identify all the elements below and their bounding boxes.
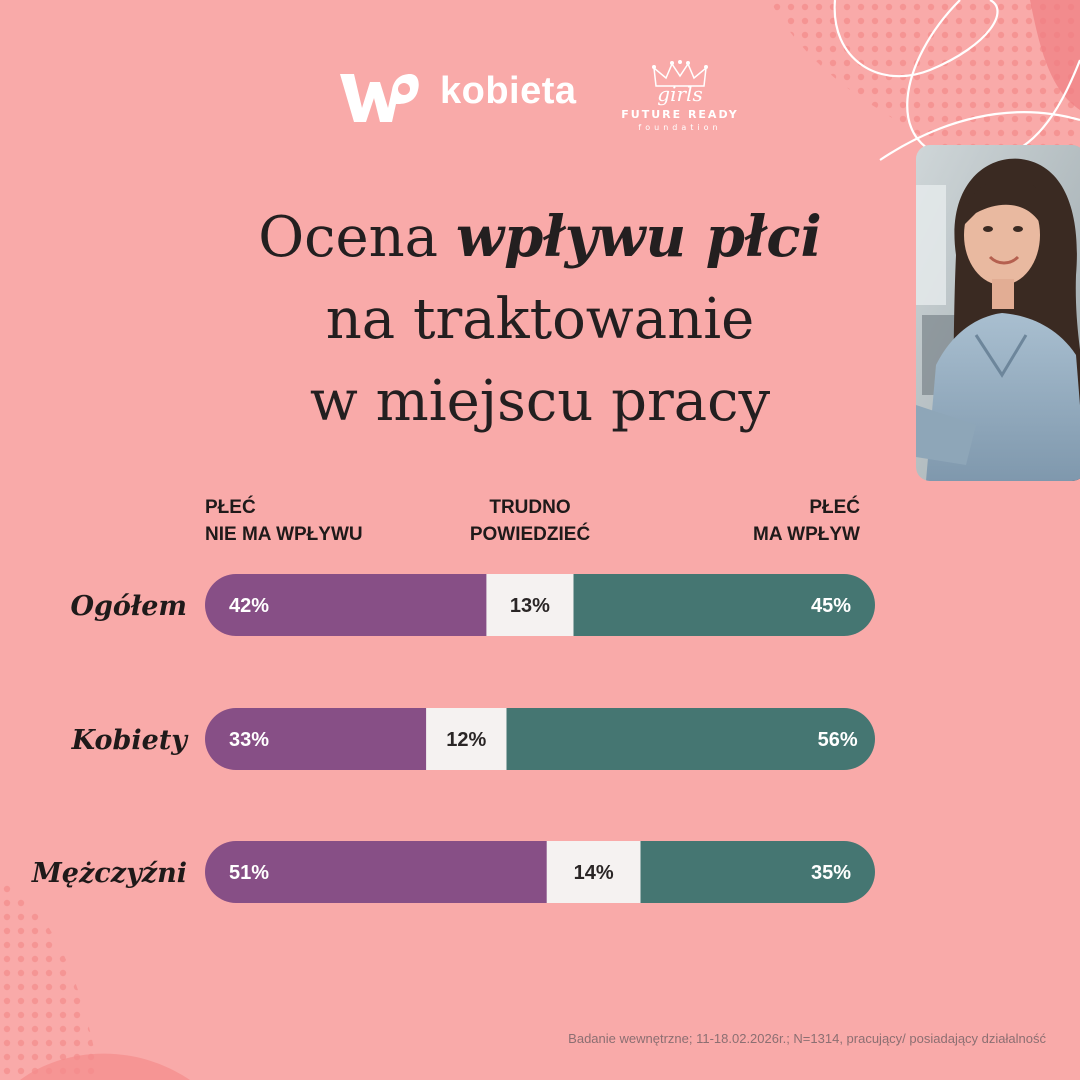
column-header-impact: PŁEĆ MA WPŁYW [660,494,860,548]
data-label: 12% [446,729,486,751]
bar-segment [640,841,875,903]
bar-segment [205,708,427,770]
bar-segment [546,841,641,903]
bar-row-1 [205,708,875,770]
bar-segment [426,708,507,770]
woman-photo [916,145,1080,481]
white-line-decoration-2 [879,111,1080,161]
category-label: Mężczyźni [31,858,187,889]
column-header-no-impact-line1: PŁEĆ [205,497,256,518]
wp-logo-icon [340,74,419,122]
page-title: Ocena wpływu płci na traktowanie w miejs… [200,196,880,443]
title-line2: na traktowanie [325,287,755,352]
data-label: 45% [811,595,851,617]
partner-name: FUTURE READY [621,108,739,121]
column-header-hard-to-say-line1: TRUDNO [489,497,571,518]
partner-script-text: girls [657,82,703,106]
column-header-hard-to-say-line2: POWIEDZIEĆ [469,524,591,545]
logo-bar: kobieta girls FUTURE READY foundation [0,60,1080,160]
category-label: Kobiety [71,725,190,756]
bar-segment [486,574,574,636]
data-label: 14% [574,862,614,884]
data-label: 33% [229,729,269,751]
bar-segment [205,574,487,636]
bar-segment [506,708,875,770]
column-header-impact-line1: PŁEĆ [809,497,860,518]
footnote: Badanie wewnętrzne; 11-18.02.2026r.; N=1… [568,1031,1046,1046]
partner-subtitle: foundation [638,123,722,132]
blob-bottom-left [20,1053,190,1080]
title-emphasis: wpływu płci [455,204,822,270]
wp-kobieta-wordmark: kobieta [440,70,577,112]
data-label: 42% [229,595,269,617]
crown-icon [652,60,708,87]
photo-illustration [916,145,1080,481]
data-label: 35% [811,862,851,884]
data-label: 13% [510,595,550,617]
data-label: 56% [818,729,858,751]
dot-pattern-bottom-left [0,880,100,1080]
title-line3: w miejscu pracy [309,369,771,434]
column-header-no-impact-line2: NIE MA WPŁYWU [205,524,363,545]
column-header-no-impact: PŁEĆ NIE MA WPŁYWU [205,494,363,548]
column-header-impact-line2: MA WPŁYW [753,524,860,545]
bar-row-2 [205,841,875,903]
title-part1: Ocena [258,205,456,270]
bar-segment [573,574,875,636]
girls-future-ready-logo: girls FUTURE READY foundation [600,60,760,155]
bar-segment [205,841,548,903]
data-label: 51% [229,862,269,884]
category-label: Ogółem [70,591,187,622]
bar-row-0 [205,574,875,636]
blob-top-right [1030,0,1080,110]
column-header-hard-to-say: TRUDNO POWIEDZIEĆ [430,494,630,548]
